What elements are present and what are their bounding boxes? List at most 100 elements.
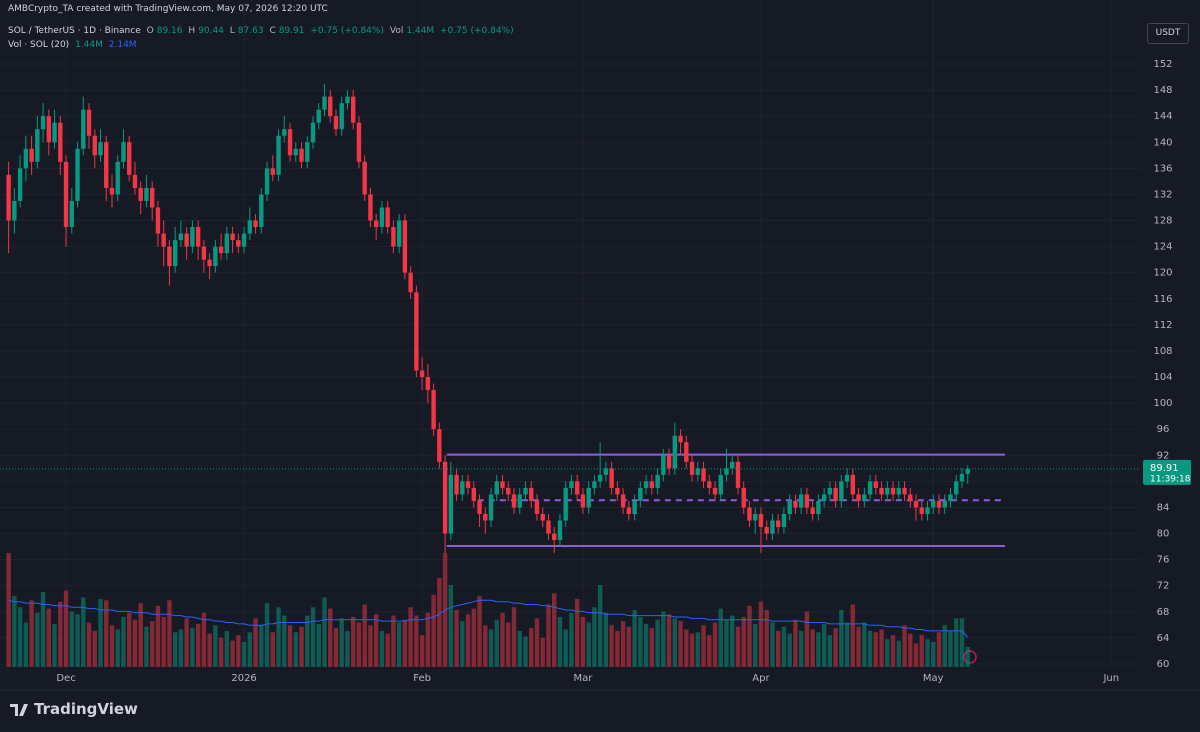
candle-body	[75, 148, 80, 201]
candle-body	[195, 227, 201, 247]
candle-body	[259, 194, 264, 228]
volume-bar	[69, 611, 74, 667]
y-tick-label: 64	[1157, 633, 1170, 644]
volume-bar	[471, 608, 477, 667]
volume-bar	[552, 593, 557, 667]
candle-body	[207, 259, 212, 267]
candle-body	[816, 500, 821, 514]
volume-bar	[17, 607, 23, 667]
candle-body	[46, 116, 52, 143]
volume-bar	[856, 626, 861, 667]
volume-bar	[52, 623, 57, 667]
candle-body	[707, 481, 712, 488]
y-tick-label: 76	[1157, 555, 1170, 566]
volume-bar	[896, 640, 901, 667]
volume-bar	[310, 607, 316, 667]
volume-bar	[804, 611, 810, 667]
candle-body	[328, 96, 333, 117]
candle-body	[454, 474, 459, 495]
volume-bar	[247, 632, 253, 667]
x-tick-label: Feb	[413, 673, 431, 684]
candle-body	[12, 200, 17, 221]
volume-bar	[259, 625, 264, 667]
candle-body	[17, 168, 23, 201]
candle-body	[959, 473, 965, 482]
y-tick-label: 72	[1157, 581, 1170, 592]
volume-bar	[172, 632, 178, 667]
volume-bar	[919, 635, 924, 667]
volume-bar	[546, 604, 551, 667]
volume-bar	[942, 625, 947, 667]
volume-bar	[931, 641, 936, 667]
candle-body	[574, 481, 580, 495]
volume-bar	[115, 629, 120, 667]
volume-bar	[695, 632, 700, 667]
candle-body	[735, 461, 741, 488]
candle-body	[506, 487, 511, 495]
volume-bar	[362, 604, 367, 667]
candle-body	[218, 246, 224, 254]
candle-body	[167, 246, 172, 267]
y-tick-label: 144	[1153, 111, 1172, 122]
candle-body	[793, 500, 798, 508]
candle-body	[873, 481, 879, 488]
volume-bar	[867, 630, 873, 667]
volume-bar	[678, 621, 683, 667]
volume-ma-line	[8, 599, 969, 638]
y-tick-label: 68	[1157, 607, 1170, 618]
candle-body	[810, 507, 815, 514]
candle-body	[718, 474, 723, 495]
candle-body	[448, 474, 454, 534]
candle-body	[69, 200, 74, 228]
candle-body	[425, 377, 431, 391]
candle-body	[385, 207, 390, 228]
volume-bar	[460, 621, 465, 667]
candle-body	[213, 246, 218, 267]
candle-body	[913, 500, 919, 508]
volume-bar	[465, 614, 471, 667]
candle-body	[373, 220, 379, 228]
candle-body	[178, 233, 184, 241]
candle-body	[488, 494, 494, 521]
candle-body	[396, 220, 402, 247]
candle-body	[672, 435, 678, 469]
volume-bar	[391, 615, 396, 667]
volume-bar	[672, 618, 678, 667]
volume-bar	[908, 633, 913, 667]
y-tick-label: 60	[1157, 659, 1170, 670]
volume-bar	[35, 612, 40, 667]
candle-body	[684, 442, 689, 462]
volume-bar	[218, 637, 224, 667]
candle-body	[666, 455, 672, 469]
price-tag-countdown: 11:39:18	[1150, 474, 1191, 484]
volume-bar	[46, 608, 52, 667]
volume-bar	[207, 633, 212, 667]
candle-body	[477, 500, 482, 514]
y-tick-label: 80	[1157, 529, 1170, 540]
volume-bar	[448, 584, 454, 667]
candle-body	[908, 494, 913, 501]
candle-body	[753, 514, 758, 521]
candle-body	[408, 272, 413, 293]
brand: TradingView	[34, 700, 138, 718]
currency-button[interactable]: USDT	[1147, 23, 1189, 44]
volume-bar	[609, 625, 614, 667]
volume-bar	[844, 622, 850, 667]
y-tick-label: 112	[1153, 320, 1172, 331]
candle-body	[615, 487, 620, 495]
candle-body	[856, 494, 861, 501]
volume-bar	[730, 615, 735, 667]
candle-body	[546, 520, 551, 534]
volume-bar	[701, 625, 706, 667]
volume-bar	[201, 612, 207, 667]
candle-body	[29, 148, 34, 162]
brand-logo	[10, 704, 28, 716]
candle-body	[310, 122, 316, 143]
volume-bar	[879, 629, 884, 667]
volume-bar	[833, 628, 838, 667]
candle-body	[149, 187, 155, 208]
volume-bar	[408, 607, 413, 667]
candle-body	[293, 148, 298, 156]
candle-body	[850, 474, 856, 495]
